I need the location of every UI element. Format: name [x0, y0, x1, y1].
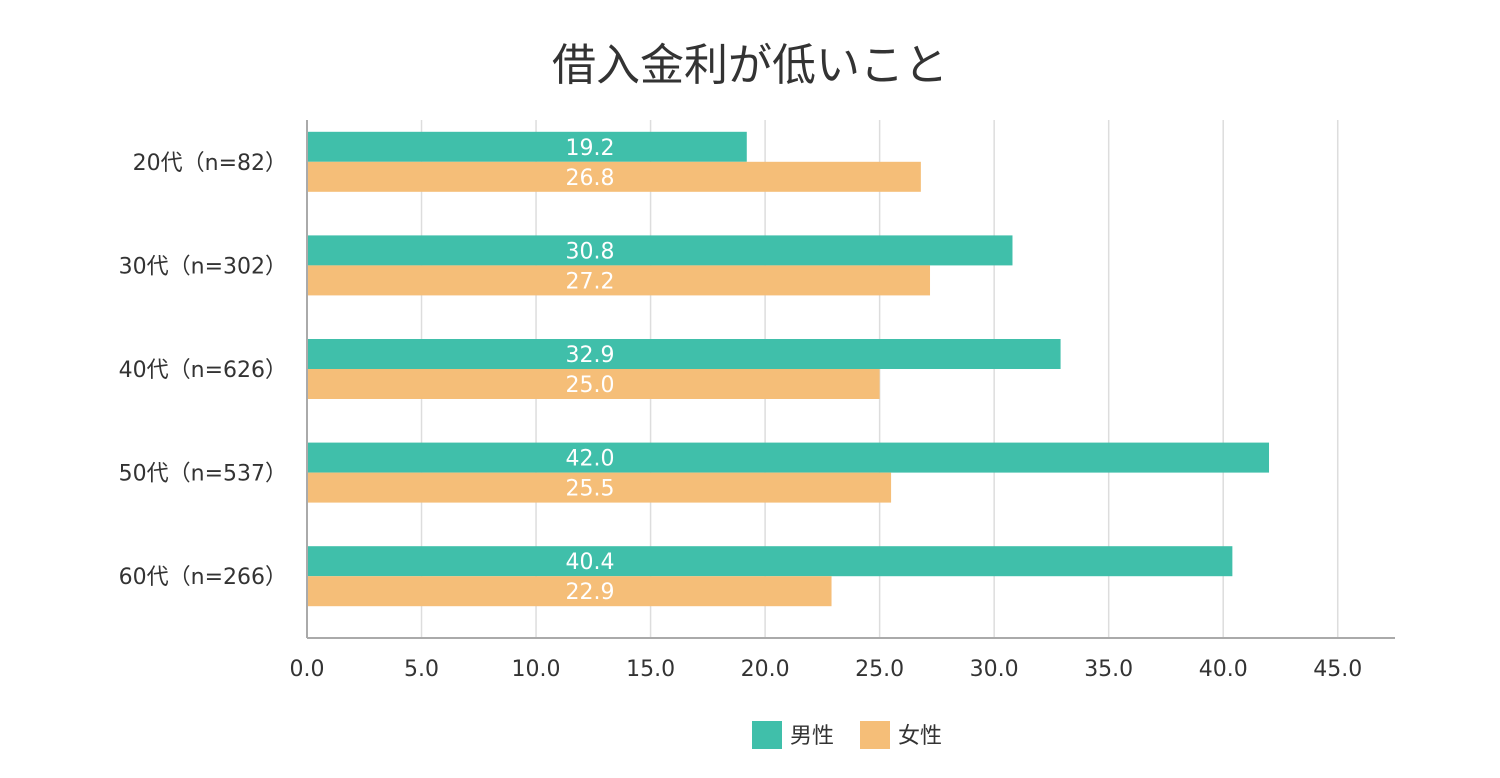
data-label: 40.4 — [566, 550, 615, 575]
bar — [307, 546, 1233, 577]
axes — [306, 120, 1395, 639]
legend-swatch — [752, 721, 782, 749]
bar — [307, 472, 892, 503]
chart-title: 借入金利が低いこと — [552, 40, 948, 91]
bar — [307, 339, 1061, 369]
legend-swatch — [860, 721, 890, 749]
data-label: 22.9 — [566, 580, 615, 605]
data-label: 30.8 — [566, 239, 615, 264]
legend-label: 女性 — [898, 724, 942, 749]
legend: 男性 女性 — [752, 721, 942, 749]
bar — [307, 369, 880, 399]
bar — [307, 576, 832, 607]
data-label: 25.0 — [566, 373, 615, 398]
legend-label: 男性 — [790, 724, 834, 749]
data-label: 25.5 — [566, 477, 615, 502]
x-tick-label: 5.0 — [404, 657, 439, 682]
x-tick-label: 30.0 — [970, 657, 1019, 682]
category-label: 30代（n=302） — [119, 254, 287, 279]
x-tick-label: 15.0 — [626, 657, 675, 682]
bar — [307, 235, 1013, 266]
category-label: 60代（n=266） — [119, 565, 287, 590]
x-tick-label: 45.0 — [1313, 657, 1362, 682]
data-label: 26.8 — [566, 166, 615, 191]
bar — [307, 265, 931, 296]
x-tick-label: 20.0 — [741, 657, 790, 682]
x-tick-label: 10.0 — [512, 657, 561, 682]
data-label: 19.2 — [566, 136, 615, 161]
category-label: 40代（n=626） — [119, 358, 287, 383]
bar — [307, 161, 921, 192]
data-label: 42.0 — [566, 447, 615, 472]
x-tick-label: 40.0 — [1199, 657, 1248, 682]
data-label: 27.2 — [566, 269, 615, 294]
category-label: 50代（n=537） — [119, 462, 287, 487]
x-tick-label: 0.0 — [290, 657, 325, 682]
bars — [307, 131, 1270, 607]
bar — [307, 442, 1270, 473]
data-label: 32.9 — [566, 343, 615, 368]
bar — [307, 131, 747, 162]
x-tick-label: 35.0 — [1084, 657, 1133, 682]
x-tick-label: 25.0 — [855, 657, 904, 682]
category-label: 20代（n=82） — [133, 151, 287, 176]
labels: 0.0 5.0 10.0 15.0 20.0 25.0 30.0 35.0 40.0 45.0 19… — [119, 136, 1363, 682]
